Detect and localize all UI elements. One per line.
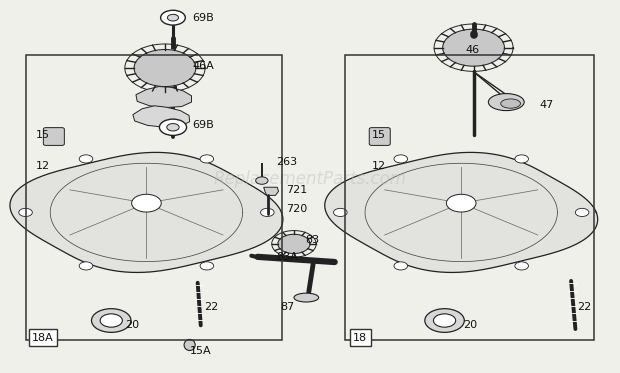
Text: 12: 12 bbox=[35, 161, 50, 171]
Circle shape bbox=[161, 10, 185, 25]
Text: 263: 263 bbox=[276, 157, 297, 167]
Ellipse shape bbox=[294, 293, 319, 302]
Text: 69B: 69B bbox=[193, 120, 215, 131]
Polygon shape bbox=[278, 234, 310, 254]
Ellipse shape bbox=[489, 94, 524, 111]
Circle shape bbox=[515, 262, 528, 270]
Circle shape bbox=[575, 209, 589, 216]
Circle shape bbox=[79, 155, 93, 163]
Circle shape bbox=[255, 177, 268, 184]
Text: 47: 47 bbox=[539, 100, 554, 110]
Circle shape bbox=[425, 309, 464, 332]
Text: 22: 22 bbox=[577, 302, 591, 312]
Circle shape bbox=[19, 209, 32, 216]
Text: 18A: 18A bbox=[32, 333, 54, 342]
Circle shape bbox=[167, 123, 179, 131]
Circle shape bbox=[515, 155, 528, 163]
Text: 69B: 69B bbox=[193, 13, 215, 23]
Polygon shape bbox=[134, 50, 196, 87]
Circle shape bbox=[334, 209, 347, 216]
Text: 83A: 83A bbox=[276, 252, 298, 262]
Text: 12: 12 bbox=[372, 161, 386, 171]
Bar bbox=[26, 55, 282, 340]
Text: 46A: 46A bbox=[193, 61, 215, 71]
Circle shape bbox=[167, 14, 179, 21]
Text: 15A: 15A bbox=[190, 346, 211, 356]
Ellipse shape bbox=[184, 339, 195, 351]
Circle shape bbox=[260, 209, 274, 216]
Text: 22: 22 bbox=[204, 302, 218, 312]
Circle shape bbox=[79, 262, 93, 270]
FancyBboxPatch shape bbox=[370, 128, 390, 145]
Text: 15: 15 bbox=[372, 130, 386, 140]
Polygon shape bbox=[10, 153, 283, 272]
FancyBboxPatch shape bbox=[43, 128, 64, 145]
Circle shape bbox=[394, 262, 407, 270]
Text: 720: 720 bbox=[286, 204, 308, 214]
Text: 83: 83 bbox=[305, 235, 319, 245]
Text: 721: 721 bbox=[286, 185, 308, 195]
Bar bbox=[345, 55, 594, 340]
Circle shape bbox=[433, 314, 456, 327]
Polygon shape bbox=[443, 29, 505, 66]
Text: 46: 46 bbox=[466, 44, 480, 54]
Circle shape bbox=[131, 194, 161, 212]
Circle shape bbox=[92, 309, 131, 332]
Text: 20: 20 bbox=[463, 320, 477, 330]
Circle shape bbox=[394, 155, 407, 163]
Ellipse shape bbox=[501, 99, 520, 108]
Text: 20: 20 bbox=[125, 320, 139, 330]
Circle shape bbox=[159, 119, 187, 135]
Text: 87: 87 bbox=[280, 302, 294, 312]
Polygon shape bbox=[264, 187, 278, 195]
Circle shape bbox=[446, 194, 476, 212]
Circle shape bbox=[200, 262, 214, 270]
Polygon shape bbox=[136, 87, 192, 108]
Circle shape bbox=[100, 314, 122, 327]
Circle shape bbox=[200, 155, 214, 163]
Polygon shape bbox=[325, 153, 598, 272]
Text: 15: 15 bbox=[35, 130, 50, 140]
Text: ReplacementParts.com: ReplacementParts.com bbox=[213, 170, 407, 188]
Text: 18: 18 bbox=[353, 333, 367, 342]
Polygon shape bbox=[133, 106, 190, 127]
